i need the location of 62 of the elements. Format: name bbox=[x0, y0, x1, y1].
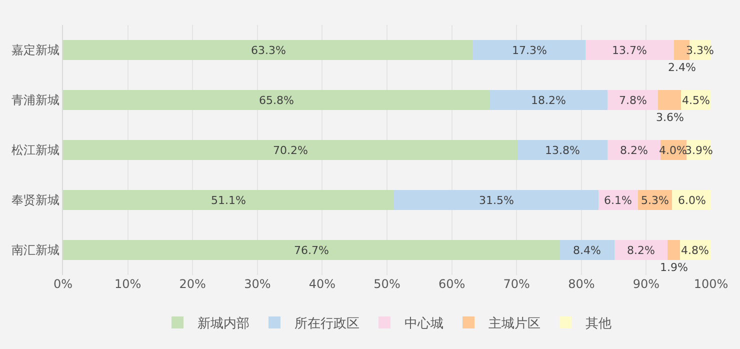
y-tick-label: 奉贤新城 bbox=[12, 193, 60, 208]
data-label: 18.2% bbox=[531, 94, 566, 107]
data-label: 3.6% bbox=[656, 111, 684, 124]
bar bbox=[473, 40, 586, 60]
data-label: 70.2% bbox=[273, 144, 308, 157]
bar bbox=[518, 140, 608, 160]
x-tick-label: 100% bbox=[694, 277, 728, 291]
y-tick-label: 松江新城 bbox=[12, 143, 60, 158]
data-label: 8.2% bbox=[627, 244, 655, 257]
bar bbox=[658, 90, 682, 110]
legend-label: 其他 bbox=[586, 316, 612, 332]
y-tick-label: 青浦新城 bbox=[12, 93, 60, 108]
data-label: 2.4% bbox=[668, 61, 696, 74]
data-label: 31.5% bbox=[479, 194, 514, 207]
bar bbox=[394, 190, 598, 210]
data-label: 4.8% bbox=[681, 244, 709, 257]
y-tick-label: 嘉定新城 bbox=[12, 43, 60, 58]
data-label: 6.1% bbox=[604, 194, 632, 207]
data-label: 13.8% bbox=[545, 144, 580, 157]
data-label: 3.3% bbox=[686, 44, 714, 57]
data-label: 4.5% bbox=[682, 94, 710, 107]
x-tick-label: 70% bbox=[503, 277, 530, 291]
x-tick-label: 10% bbox=[114, 277, 142, 291]
data-label: 8.4% bbox=[573, 244, 601, 257]
x-tick-label: 40% bbox=[308, 277, 336, 291]
legend-label: 新城内部 bbox=[198, 316, 250, 332]
x-tick-label: 90% bbox=[632, 277, 660, 291]
x-tick-label: 60% bbox=[438, 277, 466, 291]
bar bbox=[63, 90, 490, 110]
bar bbox=[63, 190, 394, 210]
data-label: 8.2% bbox=[620, 144, 648, 157]
data-label: 5.3% bbox=[641, 194, 669, 207]
legend-label: 主城片区 bbox=[488, 316, 540, 332]
bar bbox=[614, 240, 668, 260]
data-label: 76.7% bbox=[294, 244, 329, 257]
data-label: 51.1% bbox=[211, 194, 246, 207]
bar bbox=[585, 40, 674, 60]
data-label: 65.8% bbox=[259, 94, 294, 107]
data-label: 4.0% bbox=[659, 144, 687, 157]
data-label: 63.3% bbox=[251, 44, 286, 57]
legend-label: 所在行政区 bbox=[294, 316, 360, 332]
x-tick-label: 50% bbox=[374, 277, 400, 291]
bar bbox=[63, 140, 518, 160]
data-label: 13.7% bbox=[612, 44, 647, 57]
bar bbox=[63, 240, 560, 260]
data-label: 7.8% bbox=[619, 94, 647, 107]
y-tick-label: 南汇新城 bbox=[12, 243, 60, 258]
data-label: 3.9% bbox=[685, 144, 713, 157]
bar bbox=[607, 90, 658, 110]
x-tick-label: 30% bbox=[244, 277, 271, 291]
data-label: 17.3% bbox=[512, 44, 547, 57]
bar bbox=[63, 40, 474, 60]
x-tick-label: 20% bbox=[179, 277, 206, 291]
bar bbox=[668, 240, 680, 260]
x-tick-label: 0% bbox=[53, 277, 73, 291]
data-label: 1.9% bbox=[660, 261, 688, 274]
legend-label: 中心城 bbox=[404, 316, 444, 332]
bar bbox=[489, 90, 608, 110]
x-tick-label: 80% bbox=[568, 277, 595, 291]
bar bbox=[607, 140, 660, 160]
bar bbox=[560, 240, 614, 260]
data-label: 6.0% bbox=[678, 194, 706, 207]
